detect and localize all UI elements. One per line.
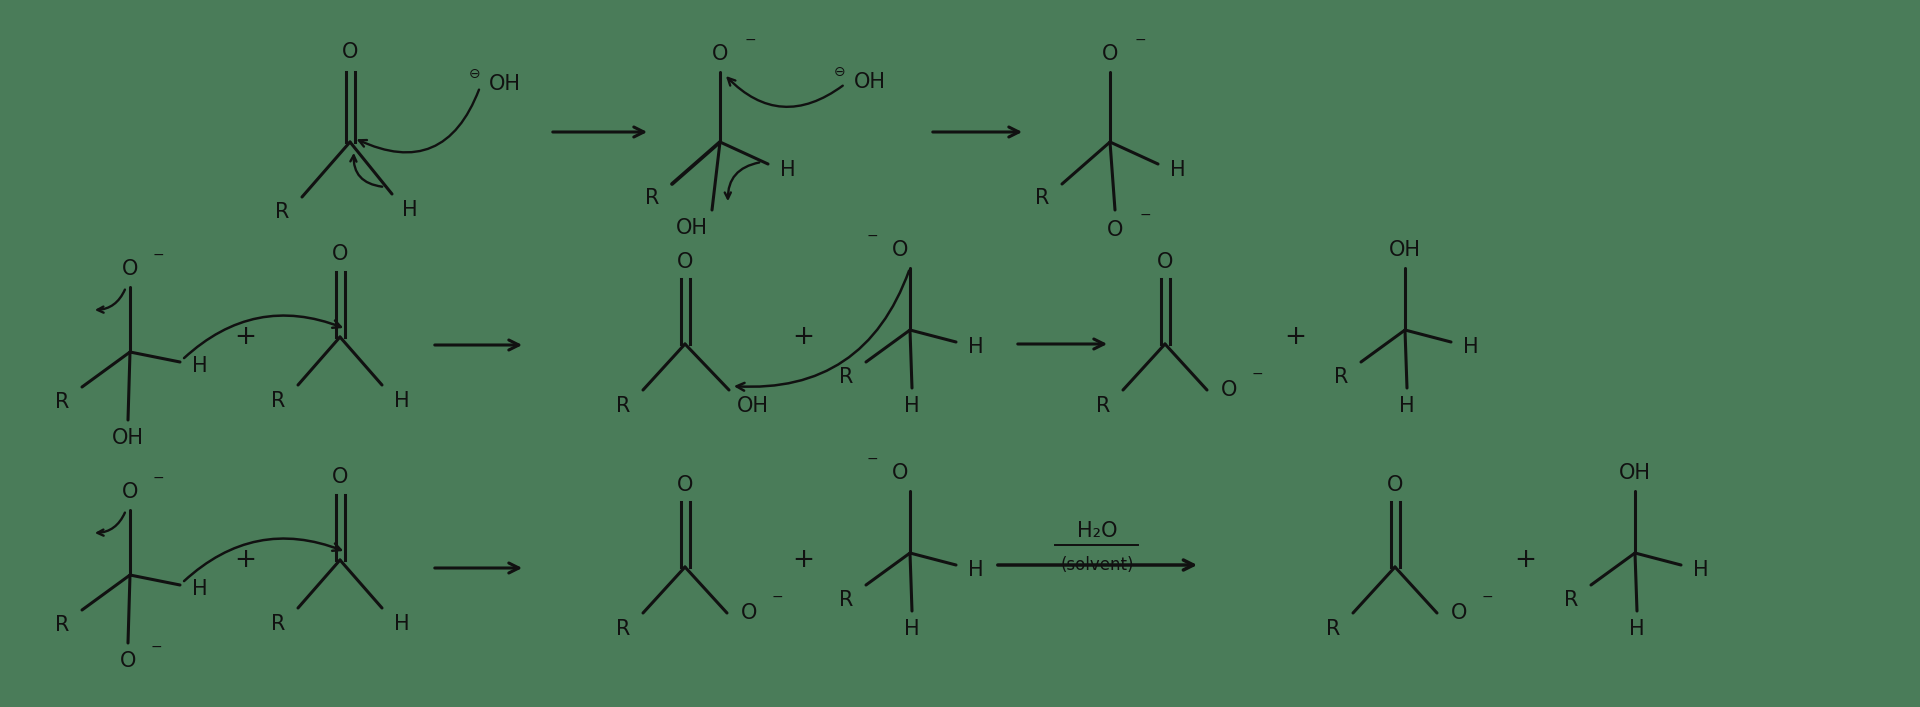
- Text: H: H: [780, 160, 795, 180]
- Text: +: +: [1515, 547, 1536, 573]
- Text: −: −: [152, 471, 163, 485]
- Text: −: −: [152, 248, 163, 262]
- Text: H: H: [192, 579, 207, 599]
- Text: +: +: [234, 324, 255, 350]
- Text: O: O: [712, 44, 728, 64]
- Text: −: −: [150, 640, 161, 654]
- Text: O: O: [1158, 252, 1173, 272]
- Text: H₂O: H₂O: [1077, 521, 1117, 541]
- Text: −: −: [1252, 367, 1263, 381]
- Text: O: O: [741, 603, 756, 623]
- Text: R: R: [839, 367, 852, 387]
- Text: H: H: [904, 619, 920, 639]
- Text: ⊖: ⊖: [833, 65, 847, 79]
- Text: H: H: [1693, 560, 1709, 580]
- Text: −: −: [745, 33, 756, 47]
- Text: R: R: [1096, 396, 1110, 416]
- Text: OH: OH: [111, 428, 144, 448]
- Text: R: R: [271, 391, 286, 411]
- Text: O: O: [332, 244, 348, 264]
- Text: R: R: [839, 590, 852, 610]
- Text: H: H: [401, 200, 419, 220]
- Text: O: O: [891, 240, 908, 260]
- Text: OH: OH: [854, 72, 885, 92]
- Text: (solvent): (solvent): [1060, 556, 1133, 574]
- Text: −: −: [866, 452, 877, 466]
- Text: +: +: [791, 547, 814, 573]
- Text: O: O: [121, 259, 138, 279]
- Text: R: R: [616, 396, 630, 416]
- Text: O: O: [1221, 380, 1236, 400]
- Text: H: H: [904, 396, 920, 416]
- Text: O: O: [121, 482, 138, 502]
- Text: H: H: [1400, 396, 1415, 416]
- Text: R: R: [616, 619, 630, 639]
- Text: OH: OH: [1619, 463, 1651, 483]
- Text: R: R: [1327, 619, 1340, 639]
- Text: O: O: [678, 475, 693, 495]
- Text: R: R: [275, 202, 290, 222]
- Text: R: R: [56, 392, 69, 412]
- Text: −: −: [1139, 208, 1150, 222]
- Text: H: H: [968, 560, 983, 580]
- Text: O: O: [1452, 603, 1467, 623]
- Text: H: H: [1630, 619, 1645, 639]
- Text: −: −: [866, 229, 877, 243]
- Text: OH: OH: [737, 396, 770, 416]
- Text: R: R: [1035, 188, 1048, 208]
- Text: +: +: [1284, 324, 1306, 350]
- Text: −: −: [1135, 33, 1146, 47]
- Text: O: O: [891, 463, 908, 483]
- Text: O: O: [1106, 220, 1123, 240]
- Text: +: +: [234, 547, 255, 573]
- Text: OH: OH: [490, 74, 520, 94]
- Text: R: R: [1563, 590, 1578, 610]
- Text: O: O: [342, 42, 359, 62]
- Text: O: O: [119, 651, 136, 671]
- Text: H: H: [1169, 160, 1187, 180]
- Text: R: R: [271, 614, 286, 634]
- Text: R: R: [645, 188, 659, 208]
- Text: O: O: [1386, 475, 1404, 495]
- Text: ⊖: ⊖: [468, 67, 480, 81]
- Text: O: O: [332, 467, 348, 487]
- Text: R: R: [1334, 367, 1348, 387]
- Text: OH: OH: [676, 218, 708, 238]
- Text: H: H: [192, 356, 207, 376]
- Text: H: H: [394, 391, 409, 411]
- Text: R: R: [56, 615, 69, 635]
- Text: −: −: [772, 590, 783, 604]
- Text: H: H: [968, 337, 983, 357]
- Text: OH: OH: [1388, 240, 1421, 260]
- Text: O: O: [1102, 44, 1117, 64]
- Text: H: H: [394, 614, 409, 634]
- Text: −: −: [1480, 590, 1494, 604]
- Text: H: H: [1463, 337, 1478, 357]
- Text: O: O: [678, 252, 693, 272]
- Text: +: +: [791, 324, 814, 350]
